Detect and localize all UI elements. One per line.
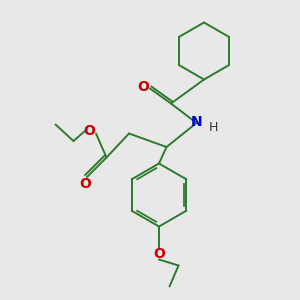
Text: O: O: [83, 124, 95, 137]
Text: O: O: [153, 248, 165, 261]
Text: O: O: [80, 177, 92, 190]
Text: H: H: [208, 121, 218, 134]
Text: O: O: [137, 80, 149, 94]
Text: N: N: [191, 115, 202, 128]
